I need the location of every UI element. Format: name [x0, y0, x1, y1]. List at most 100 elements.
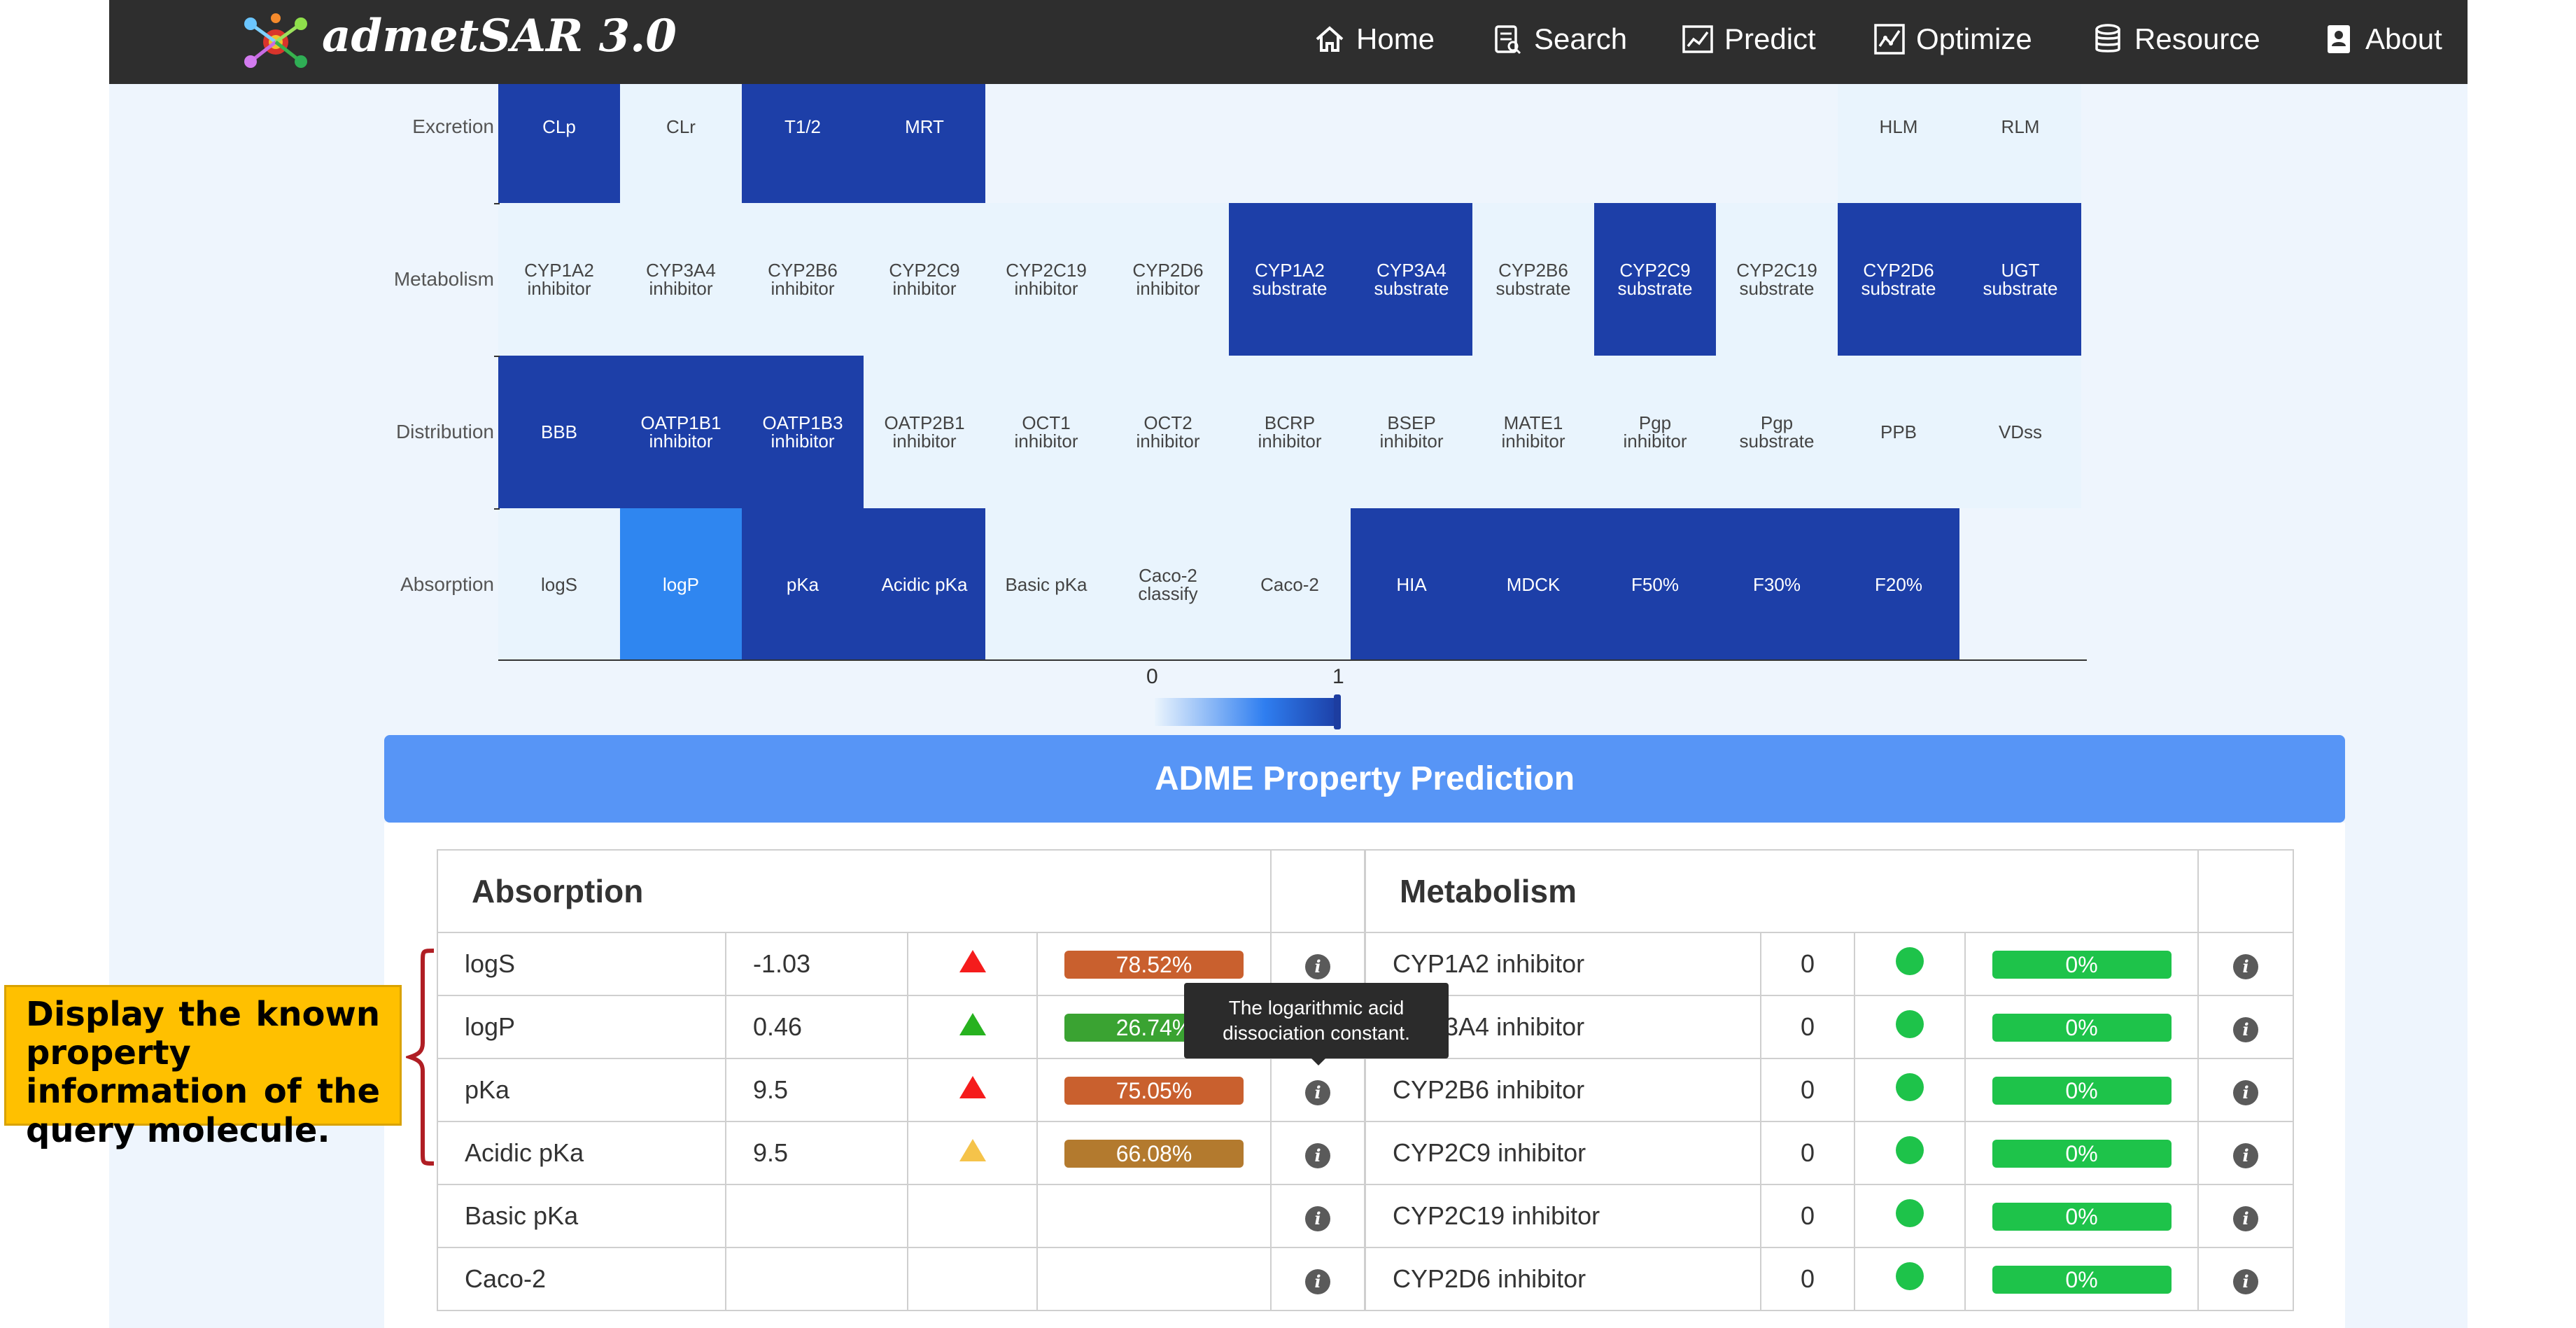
metabolism-property-name: CYP2C9 inhibitor: [1365, 1121, 1761, 1185]
heatmap-cell[interactable]: HIA: [1351, 508, 1472, 661]
absorption-probability-badge: 66.08%: [1064, 1140, 1244, 1168]
metabolism-header-info-col: [2197, 849, 2295, 933]
metabolism-property-value: 0: [1760, 1184, 1855, 1248]
heatmap-cell[interactable]: CYP2D6 inhibitor: [1107, 203, 1229, 356]
info-icon[interactable]: i: [1305, 953, 1331, 979]
heatmap-cell[interactable]: VDss: [1959, 356, 2081, 508]
info-icon[interactable]: i: [1305, 1079, 1331, 1105]
nav-search-label: Search: [1534, 22, 1628, 55]
info-icon[interactable]: i: [2233, 1142, 2259, 1168]
metabolism-table-body: CYP1A2 inhibitor 0 0% i CYP3A4 inhibitor 0 0% i…: [1365, 932, 2295, 1311]
heatmap-cell[interactable]: OATP1B3 inhibitor: [742, 356, 864, 508]
heatmap-cell[interactable]: CYP2B6 inhibitor: [742, 203, 864, 356]
triangle-marker-icon: [959, 1138, 986, 1161]
heatmap-cell[interactable]: CYP2C9 substrate: [1594, 203, 1716, 356]
metabolism-row: CYP2D6 inhibitor 0 0% i: [1365, 1247, 2295, 1311]
absorption-marker-cell: [907, 1121, 1038, 1185]
metabolism-probability-badge: 0%: [1992, 1140, 2172, 1168]
circle-marker-icon: [1896, 1198, 1924, 1227]
metabolism-probability-cell: 0%: [1964, 1121, 2200, 1185]
heatmap-cell[interactable]: PPB: [1838, 356, 1959, 508]
metabolism-row: CYP2C9 inhibitor 0 0% i: [1365, 1121, 2295, 1185]
heatmap-cell[interactable]: CYP2C19 inhibitor: [985, 203, 1107, 356]
metabolism-row: CYP1A2 inhibitor 0 0% i: [1365, 932, 2295, 996]
heatmap-cell[interactable]: BBB: [498, 356, 620, 508]
info-icon[interactable]: i: [1305, 1142, 1331, 1168]
absorption-property-value: 0.46: [725, 995, 908, 1059]
nav-predict[interactable]: Predict: [1681, 18, 1816, 60]
nav-home[interactable]: Home: [1313, 18, 1435, 60]
brand-title[interactable]: admetSAR 3.0: [322, 10, 677, 62]
absorption-info-cell: i: [1270, 1121, 1366, 1185]
absorption-table: Absorption logS -1.03 78.52% i logP 0.46 26.74…: [436, 849, 1366, 1311]
color-scale-handle[interactable]: [1334, 694, 1341, 729]
absorption-property-value: -1.03: [725, 932, 908, 996]
heatmap-cell[interactable]: BSEP inhibitor: [1351, 356, 1472, 508]
metabolism-probability-badge: 0%: [1992, 1077, 2172, 1105]
heatmap-cell[interactable]: OCT2 inhibitor: [1107, 356, 1229, 508]
heatmap-cell[interactable]: F50%: [1594, 508, 1716, 661]
info-icon[interactable]: i: [2233, 1205, 2259, 1231]
heatmap-cell[interactable]: CYP2C9 inhibitor: [864, 203, 985, 356]
heatmap-cell[interactable]: CYP2B6 substrate: [1472, 203, 1594, 356]
top-navbar: admetSAR 3.0 Home Search Predict Optimiz…: [109, 0, 2468, 84]
heatmap-cell[interactable]: pKa: [742, 508, 864, 661]
admetsar-logo-icon[interactable]: [241, 13, 311, 71]
info-icon[interactable]: i: [1305, 1268, 1331, 1294]
heatmap-cell[interactable]: Acidic pKa: [864, 508, 985, 661]
metabolism-probability-badge: 0%: [1992, 1203, 2172, 1231]
metabolism-marker-cell: [1854, 1247, 1966, 1311]
info-icon[interactable]: i: [2233, 1268, 2259, 1294]
absorption-table-body: logS-1.0378.52%ilogP0.4626.74%ipKa9.575.…: [437, 932, 1366, 1311]
heatmap-cell[interactable]: OATP1B1 inhibitor: [620, 356, 742, 508]
heatmap-cell[interactable]: Basic pKa: [985, 508, 1107, 661]
heatmap-cell[interactable]: logS: [498, 508, 620, 661]
heatmap-cell[interactable]: Caco-2 classify: [1107, 508, 1229, 661]
heatmap-cell[interactable]: CYP3A4 inhibitor: [620, 203, 742, 356]
heatmap-cell[interactable]: BCRP inhibitor: [1229, 356, 1351, 508]
info-icon[interactable]: i: [2233, 1016, 2259, 1042]
annotation-bracket: [406, 949, 435, 1166]
metabolism-property-name: CYP2C19 inhibitor: [1365, 1184, 1761, 1248]
nav-optimize[interactable]: Optimize: [1873, 18, 2032, 60]
info-icon[interactable]: i: [2233, 953, 2259, 979]
heatmap-row-label: Metabolism: [393, 268, 494, 290]
heatmap-cell[interactable]: F20%: [1838, 508, 1959, 661]
metabolism-info-cell: i: [2197, 1058, 2295, 1122]
info-icon[interactable]: i: [2233, 1079, 2259, 1105]
metabolism-marker-cell: [1854, 1184, 1966, 1248]
heatmap-cell[interactable]: Pgp substrate: [1716, 356, 1838, 508]
search-icon: [1495, 25, 1521, 55]
heatmap-cell[interactable]: F30%: [1716, 508, 1838, 661]
nav-resource[interactable]: Resource: [2091, 18, 2260, 60]
circle-marker-icon: [1896, 1261, 1924, 1290]
heatmap-cell[interactable]: CYP1A2 inhibitor: [498, 203, 620, 356]
heatmap-cell[interactable]: UGT substrate: [1959, 203, 2081, 356]
heatmap-cell[interactable]: Pgp inhibitor: [1594, 356, 1716, 508]
heatmap-cell[interactable]: logP: [620, 508, 742, 661]
heatmap-cell[interactable]: CYP3A4 substrate: [1351, 203, 1472, 356]
metabolism-header-row: Metabolism: [1364, 849, 2295, 933]
absorption-property-name: logS: [437, 932, 726, 996]
heatmap-cell[interactable]: CYP2C19 substrate: [1716, 203, 1838, 356]
optimize-icon: [1874, 24, 1905, 55]
heatmap-cell[interactable]: CYP2D6 substrate: [1838, 203, 1959, 356]
circle-marker-icon: [1896, 1135, 1924, 1164]
nav-about[interactable]: About: [2322, 18, 2442, 60]
heatmap-cell[interactable]: MDCK: [1472, 508, 1594, 661]
absorption-probability-cell: 66.08%: [1036, 1121, 1272, 1185]
nav-home-label: Home: [1356, 22, 1435, 55]
heatmap-cell[interactable]: OATP2B1 inhibitor: [864, 356, 985, 508]
absorption-row: Caco-2 i: [437, 1247, 1366, 1311]
metabolism-info-cell: i: [2197, 995, 2295, 1059]
heatmap-cell[interactable]: Caco-2: [1229, 508, 1351, 661]
heatmap-cell[interactable]: OCT1 inhibitor: [985, 356, 1107, 508]
metabolism-marker-cell: [1854, 932, 1966, 996]
absorption-header: Absorption: [436, 849, 1272, 933]
nav-resource-label: Resource: [2134, 22, 2260, 55]
info-icon[interactable]: i: [1305, 1205, 1331, 1231]
nav-search[interactable]: Search: [1491, 18, 1627, 60]
heatmap-cell[interactable]: MATE1 inhibitor: [1472, 356, 1594, 508]
heatmap-cell[interactable]: CYP1A2 substrate: [1229, 203, 1351, 356]
